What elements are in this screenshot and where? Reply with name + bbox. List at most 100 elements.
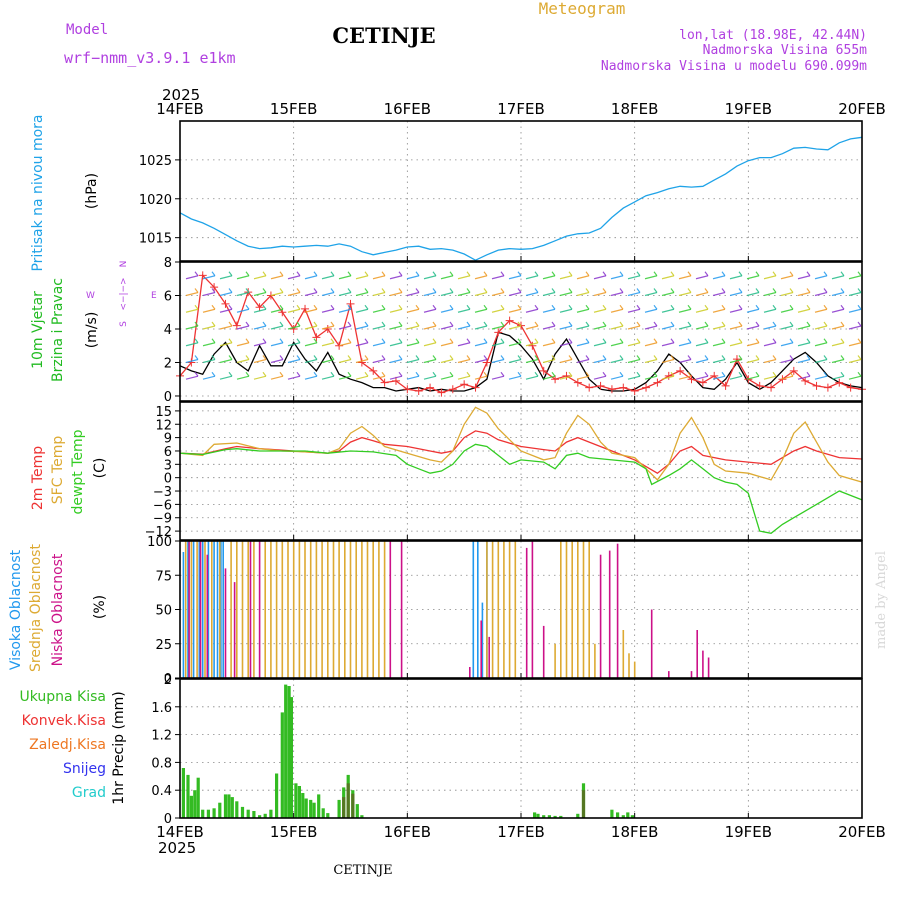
wind-barb <box>474 291 488 297</box>
wind-barb <box>814 342 828 347</box>
wind-barb <box>355 342 369 347</box>
wind-barb <box>678 342 692 347</box>
precip-bar <box>630 815 634 818</box>
cloud-bar <box>287 541 289 678</box>
wind-barb-tick <box>653 321 658 327</box>
wind-barb <box>508 342 522 347</box>
wind-barb-tick <box>823 338 828 344</box>
wind-barb <box>389 375 403 380</box>
wind-barb-tick <box>415 355 420 360</box>
wind-barb <box>185 308 199 313</box>
wind-barb <box>457 325 471 330</box>
wind-barb-tick <box>398 321 403 327</box>
temp-label-2: SFC Temp <box>50 436 66 505</box>
precip-ytick-label: 0 <box>164 812 172 827</box>
wind-speed-marker <box>812 381 821 390</box>
wind-barb <box>797 291 811 297</box>
wind-barb-tick <box>840 304 845 310</box>
wind-barb-tick <box>840 288 845 293</box>
cloud-bar <box>531 541 534 678</box>
wind-barb-tick <box>619 338 624 344</box>
wind-barb <box>780 375 794 380</box>
wind-barb <box>236 275 250 280</box>
precip-frame <box>179 678 863 819</box>
wind-barb-tick <box>245 271 250 277</box>
wind-barb-tick <box>449 355 454 360</box>
wind-speed-marker <box>585 383 594 392</box>
wind-barb-tick <box>296 321 301 327</box>
wind-barb-tick <box>330 321 335 327</box>
wind-barb-tick <box>296 271 301 277</box>
wind-barb-tick <box>806 288 811 293</box>
cloud-panel-labels: Visoka Oblacnost Srednja Oblacnost Niska… <box>8 544 108 672</box>
wind-speed-marker <box>664 371 673 380</box>
temp-ytick-label: 0 <box>164 472 172 487</box>
cloud-bar <box>565 541 568 678</box>
compass-n: N <box>119 261 129 268</box>
wind-barb-tick <box>738 338 743 344</box>
wind-barb-tick <box>517 338 522 344</box>
cloud-bar <box>472 541 475 678</box>
cloud-bar <box>571 541 573 678</box>
wind-barb <box>355 358 369 364</box>
precip-bar <box>342 797 346 818</box>
temp-label-3: dewpt Temp <box>70 429 86 514</box>
wind-barb-tick <box>500 321 505 327</box>
wind-barb <box>440 375 454 380</box>
wind-barb <box>542 275 556 280</box>
wind-barb-tick <box>840 355 845 360</box>
wind-barb <box>236 308 250 313</box>
precip-bar <box>304 798 308 818</box>
wind-barb-tick <box>211 321 216 327</box>
cloud-bar <box>582 541 585 678</box>
wind-barb-tick <box>432 371 437 377</box>
wind-barb-tick <box>398 271 403 277</box>
wind-barb <box>508 291 522 297</box>
wind-barb <box>661 358 675 364</box>
precip-legend-graupel: Grad <box>72 785 106 801</box>
wind-barb <box>593 325 607 330</box>
wind-barb <box>321 275 335 280</box>
wind-barb-tick <box>330 271 335 277</box>
wind-barb <box>610 358 624 364</box>
precip-bar <box>553 815 557 818</box>
cloud-bar <box>241 541 244 678</box>
wind-barb-tick <box>721 288 726 293</box>
wind-barb-tick <box>313 321 318 327</box>
wind-barb <box>712 275 726 280</box>
wind-barb <box>219 358 233 364</box>
wind-barb <box>780 325 794 330</box>
model-label: Model <box>66 22 108 38</box>
wind-barb <box>202 308 216 313</box>
wind-barb <box>338 358 352 364</box>
wind-barb <box>627 375 641 380</box>
panels: 1015102010250246815129630−3−6−9−12025507… <box>139 120 866 827</box>
wind-barb-tick <box>755 321 760 327</box>
wind-barb-tick <box>279 355 284 360</box>
wind-barb-tick <box>500 304 505 310</box>
wind-speed-marker <box>198 271 207 280</box>
bottom-date-labels: 14FEB 15FEB 16FEB 17FEB 18FEB 19FEB 20FEB <box>156 823 885 841</box>
wind-barb <box>270 342 284 347</box>
wind-barbs <box>185 271 862 380</box>
wind-barb <box>644 325 658 330</box>
wind-barb <box>355 308 369 313</box>
wind-speed-marker <box>528 341 537 350</box>
wind-barb-tick <box>619 321 624 327</box>
wind-barb-tick <box>704 288 709 293</box>
cloud-bar <box>258 541 261 678</box>
wind-barb-tick <box>432 304 437 310</box>
wind-speed-marker <box>823 383 832 392</box>
wind-barb-tick <box>228 271 233 277</box>
cloud-bar <box>321 541 323 678</box>
wind-barb-tick <box>789 371 794 377</box>
wind-speed-marker <box>573 378 582 387</box>
wind-barb <box>457 358 471 364</box>
wind-barb-tick <box>449 338 454 344</box>
wind-barb <box>389 308 403 313</box>
wind-barb-tick <box>857 355 862 360</box>
wind-barb <box>440 325 454 330</box>
temp-panel-labels: 2m Temp SFC Temp dewpt Temp (C) <box>30 429 108 514</box>
cloud-bar <box>199 541 202 678</box>
wind-barb <box>304 358 318 364</box>
